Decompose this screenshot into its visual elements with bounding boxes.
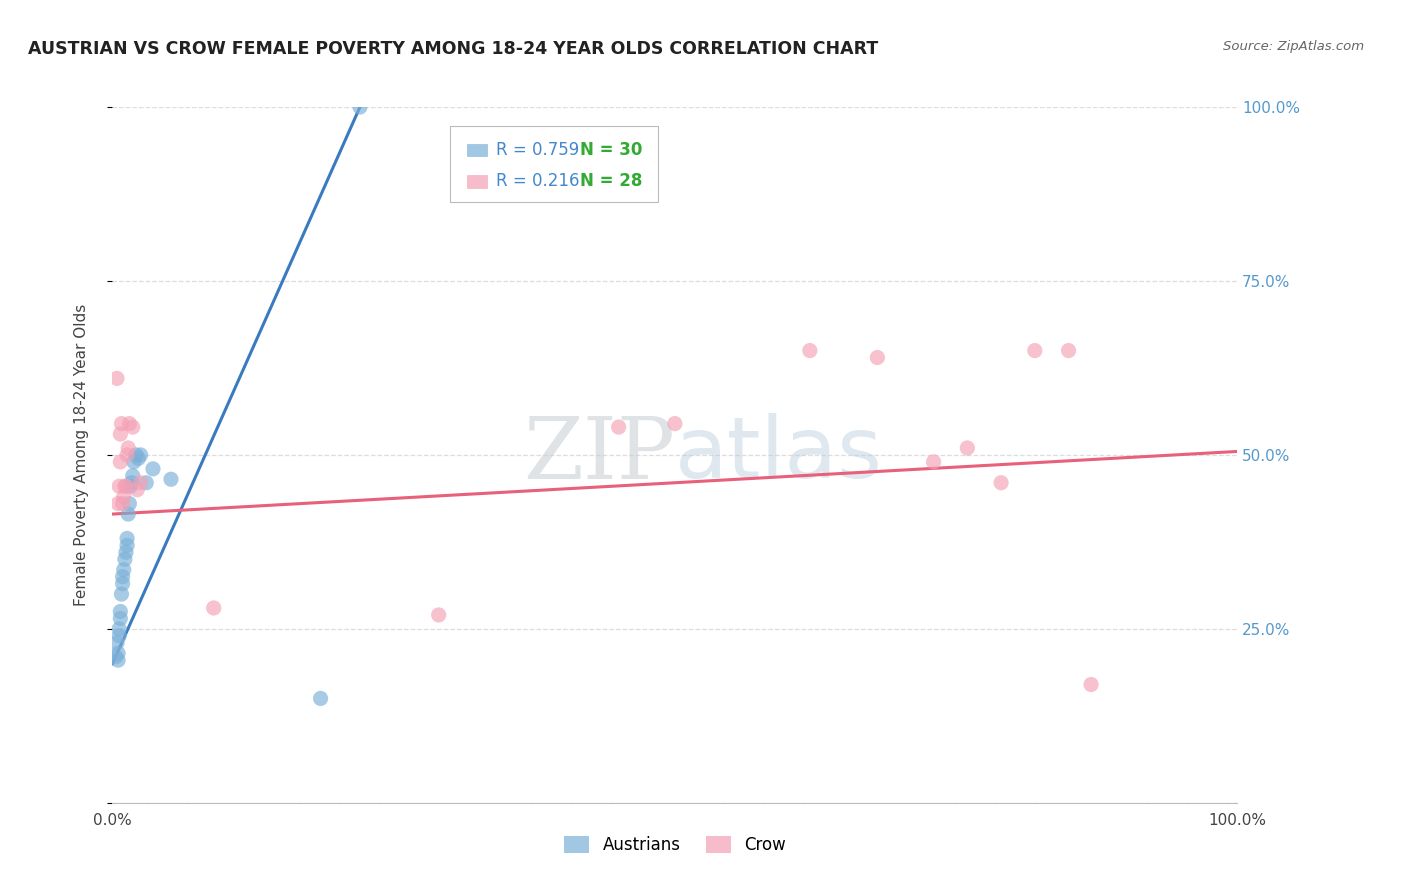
Point	[664, 417, 686, 431]
Point	[309, 691, 332, 706]
Point	[990, 475, 1012, 490]
Legend: Austrians, Crow: Austrians, Crow	[558, 829, 792, 861]
Point	[135, 475, 157, 490]
Point	[115, 545, 138, 559]
Point	[349, 100, 371, 114]
Point	[114, 479, 136, 493]
FancyBboxPatch shape	[467, 144, 486, 156]
Point	[117, 507, 139, 521]
Point	[121, 468, 143, 483]
Point	[110, 605, 132, 619]
Point	[111, 497, 134, 511]
Text: AUSTRIAN VS CROW FEMALE POVERTY AMONG 18-24 YEAR OLDS CORRELATION CHART: AUSTRIAN VS CROW FEMALE POVERTY AMONG 18…	[28, 40, 879, 58]
Y-axis label: Female Poverty Among 18-24 Year Olds: Female Poverty Among 18-24 Year Olds	[75, 304, 89, 606]
Point	[125, 448, 148, 462]
Point	[1080, 677, 1102, 691]
Point	[922, 455, 945, 469]
Point	[108, 629, 131, 643]
Point	[108, 479, 131, 493]
Point	[110, 611, 132, 625]
Point	[121, 420, 143, 434]
Point	[107, 653, 129, 667]
FancyBboxPatch shape	[450, 126, 658, 202]
Text: Source: ZipAtlas.com: Source: ZipAtlas.com	[1223, 40, 1364, 54]
Point	[202, 601, 225, 615]
Point	[105, 371, 128, 385]
Point	[118, 497, 141, 511]
Point	[112, 490, 135, 504]
Point	[142, 462, 165, 476]
Point	[122, 455, 145, 469]
Point	[115, 538, 138, 552]
Point	[1057, 343, 1080, 358]
Point	[110, 587, 132, 601]
Text: N = 28: N = 28	[581, 172, 643, 191]
Point	[104, 649, 127, 664]
Point	[799, 343, 821, 358]
Point	[110, 455, 132, 469]
Point	[114, 552, 136, 566]
Point	[127, 483, 149, 497]
Point	[129, 475, 152, 490]
Point	[115, 532, 138, 546]
Point	[127, 451, 149, 466]
Point	[120, 479, 142, 493]
Point	[427, 607, 450, 622]
Point	[110, 427, 132, 442]
Point	[956, 441, 979, 455]
Point	[160, 472, 183, 486]
Point	[1024, 343, 1046, 358]
Text: N = 30: N = 30	[581, 141, 643, 159]
Point	[866, 351, 889, 365]
FancyBboxPatch shape	[467, 175, 486, 187]
Point	[115, 448, 138, 462]
Point	[108, 622, 131, 636]
Point	[107, 646, 129, 660]
Point	[107, 497, 129, 511]
Point	[121, 475, 143, 490]
Point	[607, 420, 630, 434]
Point	[115, 479, 138, 493]
Text: ZIP: ZIP	[523, 413, 675, 497]
Point	[112, 563, 135, 577]
Point	[111, 570, 134, 584]
Point	[118, 417, 141, 431]
Point	[129, 448, 152, 462]
Text: R = 0.216: R = 0.216	[496, 172, 579, 191]
Point	[117, 441, 139, 455]
Point	[105, 636, 128, 650]
Point	[110, 417, 132, 431]
Text: atlas: atlas	[675, 413, 883, 497]
Point	[111, 576, 134, 591]
Text: R = 0.759: R = 0.759	[496, 141, 579, 159]
